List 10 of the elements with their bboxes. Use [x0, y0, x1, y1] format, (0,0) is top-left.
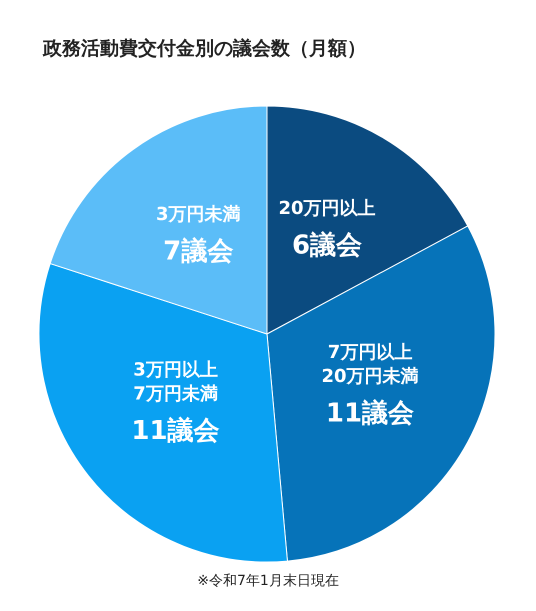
slice-label: 3万円以上 7万円未満: [133, 359, 218, 404]
chart-title: 政務活動費交付金別の議会数（月額）: [42, 38, 366, 60]
data-label: 11議会: [131, 416, 220, 446]
data-label: 11議会: [326, 398, 414, 428]
data-label: 7議会: [163, 236, 234, 266]
data-label: 6議会: [292, 230, 362, 261]
slice-label: 20万円以上: [278, 198, 376, 220]
slice-label: 7万円以上 20万円未満: [322, 342, 419, 387]
slice-label: 3万円未満: [156, 204, 240, 225]
text: ※令和7年1月末日現在: [197, 573, 339, 589]
